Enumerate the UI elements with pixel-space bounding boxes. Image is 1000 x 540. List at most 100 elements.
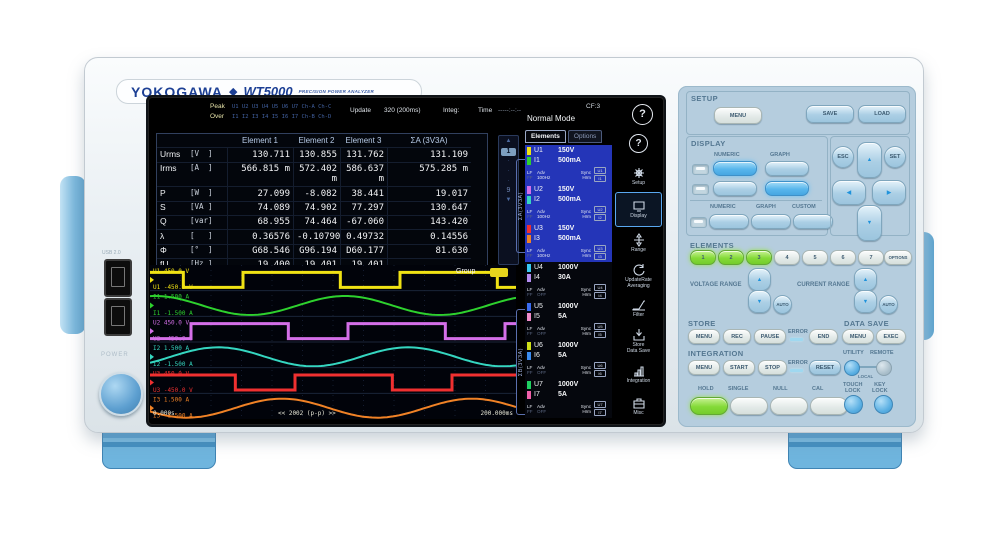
sync-source-badges: U5 I5 xyxy=(594,323,606,339)
cal-button[interactable] xyxy=(810,397,848,415)
load-button[interactable]: LOAD xyxy=(858,105,906,123)
element-key-7[interactable]: 7 xyxy=(858,250,884,265)
custom-led-button[interactable] xyxy=(690,217,707,228)
voltage-range-value: 1000V xyxy=(558,342,579,350)
integration-reset-button[interactable]: RESET xyxy=(809,360,841,375)
voltage-auto-button[interactable]: AUTO xyxy=(773,295,792,314)
current-range-up-button[interactable]: ▲ xyxy=(854,268,877,291)
element-block[interactable]: U2 150V I2 500mA LF FF Adv 100Hz Sync Hrm U2 I2 xyxy=(525,184,612,224)
single-button[interactable] xyxy=(730,397,768,415)
store-pause-button[interactable]: PAUSE xyxy=(754,329,786,344)
esc-button[interactable]: ESC xyxy=(832,146,854,168)
display-b-numeric-button[interactable] xyxy=(713,181,757,196)
hrm-label: Hrm xyxy=(582,252,591,258)
sync-source-u: U5 xyxy=(594,323,606,331)
voltage-channel: U7 xyxy=(534,381,543,389)
peak-label: Peak xyxy=(210,103,225,110)
tab-elements[interactable]: Elements xyxy=(525,130,566,144)
element-key-label: 6 xyxy=(841,254,845,261)
element-key-3[interactable]: 3 xyxy=(746,250,772,265)
element-key-6[interactable]: 6 xyxy=(830,250,856,265)
integration-stop-button[interactable]: STOP xyxy=(758,360,787,375)
element-key-label: 3 xyxy=(757,254,761,261)
touch-lock-button[interactable] xyxy=(844,395,863,414)
set-button[interactable]: SET xyxy=(884,146,906,168)
custom-label: CUSTOM xyxy=(792,204,816,210)
element-block[interactable]: U6 1000V I6 5A LF FF Adv OFF Sync Hrm U6 I6 xyxy=(525,340,612,380)
page-up-icon[interactable]: ▲ xyxy=(505,138,512,144)
voltage-color-bar xyxy=(527,381,531,390)
element-block[interactable]: U4 1000V I4 30A LF FF Adv OFF Sync Hrm U4 I4 xyxy=(525,262,612,302)
softkey-filter[interactable]: Filter xyxy=(615,292,662,325)
element-block[interactable]: U5 1000V I5 5A LF FF Adv OFF Sync Hrm U5 I5 xyxy=(525,301,612,341)
current-auto-button[interactable]: AUTO xyxy=(879,295,898,314)
softkey-store[interactable]: Store Data Save xyxy=(615,325,662,358)
element-key-2[interactable]: 2 xyxy=(718,250,744,265)
update-value: 320 (200ms) xyxy=(384,107,421,114)
voltage-range-down-button[interactable]: ▼ xyxy=(748,290,771,313)
data-save-exec-button[interactable]: EXEC xyxy=(876,329,906,344)
element-key-1[interactable]: 1 xyxy=(690,250,716,265)
element-block[interactable]: U7 1000V I7 5A LF FF Adv OFF Sync Hrm U7 I7 xyxy=(525,379,612,419)
custom-custom-button[interactable] xyxy=(793,214,833,229)
hold-button[interactable] xyxy=(690,397,728,415)
custom-numeric-button[interactable] xyxy=(709,214,749,229)
softkey-integration[interactable]: Integration xyxy=(615,358,662,391)
usb-port-2[interactable] xyxy=(104,298,132,336)
ff-flag: FF xyxy=(527,408,533,414)
remote-button[interactable] xyxy=(876,360,892,376)
element-key-5[interactable]: 5 xyxy=(802,250,828,265)
softkey-display[interactable]: Display xyxy=(615,192,662,228)
softkey-update-rate[interactable]: UpdateRate Averaging xyxy=(615,260,662,293)
up-arrow-icon: ▲ xyxy=(866,157,873,163)
element-key-4[interactable]: 4 xyxy=(774,250,800,265)
tab-options[interactable]: Options xyxy=(567,130,603,144)
help-icon[interactable]: ? xyxy=(632,104,653,125)
sync-source-u: U1 xyxy=(594,167,606,175)
display-a-graph-button[interactable] xyxy=(765,161,809,176)
softkey-misc[interactable]: Misc xyxy=(615,390,662,423)
integration-start-button[interactable]: START xyxy=(723,360,755,375)
voltage-row: U7 1000V xyxy=(527,380,612,390)
softkey-range[interactable]: Range xyxy=(615,227,662,260)
page-down-icon[interactable]: ▼ xyxy=(505,196,512,203)
display-a-numeric-button[interactable] xyxy=(713,161,757,176)
sync-source-i: I2 xyxy=(594,214,606,222)
sync-setting: Sync Hrm xyxy=(569,206,591,221)
usb-port-1[interactable] xyxy=(104,259,132,297)
measurement-value: 131.109 xyxy=(387,148,471,163)
setup-menu-button[interactable]: MENU xyxy=(714,107,762,124)
display-b-graph-button[interactable] xyxy=(765,181,809,196)
page-selector[interactable]: ▲ 1 · · · 9 ▼ xyxy=(498,135,519,265)
null-button[interactable] xyxy=(770,397,808,415)
single-label: SINGLE xyxy=(728,386,749,392)
softkey-help[interactable]: ? xyxy=(615,127,662,160)
element-block[interactable]: U3 150V I3 500mA LF FF Adv 100Hz Sync Hrm U3 I3 xyxy=(525,223,612,263)
store-end-button[interactable]: END xyxy=(809,329,838,344)
element-block[interactable]: U1 150V I1 500mA LF FF Adv 100Hz Sync Hrm U1 I1 xyxy=(525,145,612,185)
display-b-led-button[interactable] xyxy=(692,184,709,195)
display-a-led-button[interactable] xyxy=(692,164,709,175)
peak-channel-list: U1 U2 U3 U4 U5 U6 U7 Ch-A Ch-C xyxy=(232,104,332,110)
utility-button[interactable] xyxy=(844,360,860,376)
key-lock-button[interactable] xyxy=(874,395,893,414)
cursor-right-button[interactable]: ▶ xyxy=(872,180,906,205)
store-error-led xyxy=(790,338,803,341)
save-button[interactable]: SAVE xyxy=(806,105,854,123)
cursor-up-button[interactable]: ▲ xyxy=(857,142,882,178)
integration-menu-button[interactable]: MENU xyxy=(688,360,720,375)
custom-graph-button[interactable] xyxy=(751,214,791,229)
store-menu-button[interactable]: MENU xyxy=(688,329,720,344)
measurement-value: 130.711 xyxy=(227,148,293,163)
store-rec-button[interactable]: REC xyxy=(723,329,751,344)
power-button[interactable] xyxy=(99,372,143,416)
measurement-value: 566.815 m xyxy=(227,162,293,188)
data-save-menu-button[interactable]: MENU xyxy=(842,329,874,344)
softkey-setup[interactable]: Setup xyxy=(615,160,662,193)
page-dot: · xyxy=(507,168,510,175)
cursor-left-button[interactable]: ◀ xyxy=(832,180,866,205)
voltage-range-up-button[interactable]: ▲ xyxy=(748,268,771,291)
element-options-button[interactable]: OPTIONS xyxy=(884,250,912,265)
current-range-down-button[interactable]: ▼ xyxy=(854,290,877,313)
cursor-down-button[interactable]: ▼ xyxy=(857,205,882,241)
